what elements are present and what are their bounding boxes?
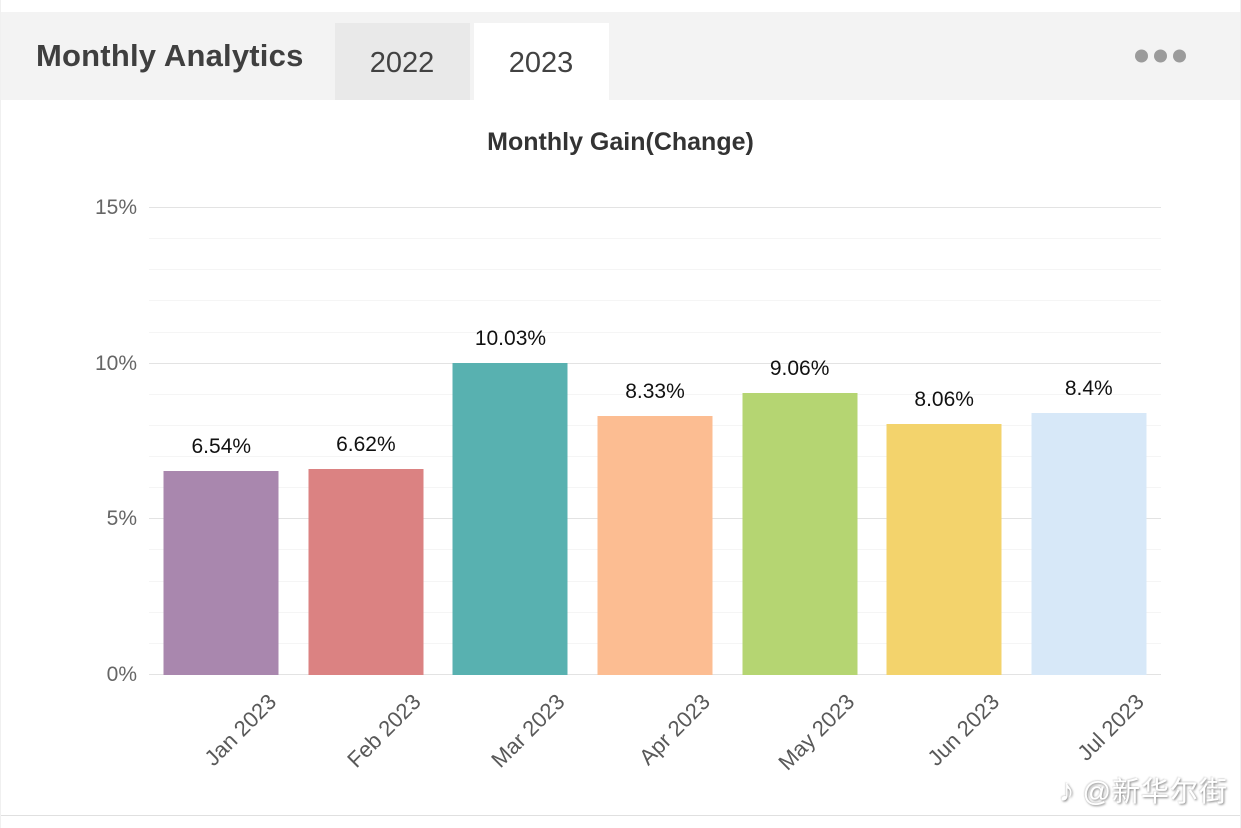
bar-jun-2023[interactable] xyxy=(886,424,1002,675)
x-tick-label: Feb 2023 xyxy=(342,689,426,773)
x-tick-label: Jul 2023 xyxy=(1071,689,1149,766)
y-tick-label: 0% xyxy=(106,663,137,686)
bar-slot: 10.03% xyxy=(438,208,583,675)
ellipsis-icon xyxy=(1154,49,1167,63)
gridline-minor xyxy=(149,269,1161,271)
ellipsis-icon xyxy=(1135,49,1148,63)
gridline-major xyxy=(149,362,1161,364)
y-tick-label: 10% xyxy=(94,351,137,375)
bars-layer: 6.54% 6.62% 10.03% 8.33% 9.06% 8.06% 8.4% xyxy=(149,208,1161,675)
card-header: Monthly Analytics 2022 2023 xyxy=(1,12,1240,108)
bar-slot: 6.54% xyxy=(149,208,294,675)
watermark-text: @新华尔街 xyxy=(1082,776,1228,807)
bar-slot: 8.06% xyxy=(872,208,1017,675)
gridline-minor xyxy=(149,331,1161,333)
value-label: 8.4% xyxy=(1064,377,1113,401)
chart-section: Monthly Gain(Change) 6.54% 6.62% 10.03% 8.3… xyxy=(1,100,1240,815)
y-tick-label: 5% xyxy=(106,507,137,531)
bar-jan-2023[interactable] xyxy=(163,471,279,675)
value-label: 6.54% xyxy=(191,435,252,459)
tab-2023[interactable]: 2023 xyxy=(473,23,609,108)
bar-slot: 8.4% xyxy=(1016,208,1161,675)
x-tick-label: May 2023 xyxy=(773,689,860,776)
gridline-major xyxy=(149,207,1161,208)
bar-slot: 6.62% xyxy=(294,208,439,675)
bottom-divider xyxy=(1,815,1240,816)
value-label: 8.06% xyxy=(914,388,974,412)
value-label: 6.62% xyxy=(336,432,396,456)
value-label: 10.03% xyxy=(474,326,547,350)
more-options-button[interactable] xyxy=(1129,44,1192,69)
page-title: Monthly Analytics xyxy=(36,38,304,73)
value-label: 9.06% xyxy=(769,356,830,380)
x-tick-label: Mar 2023 xyxy=(486,689,571,773)
gridline-minor xyxy=(149,238,1161,240)
gridline-minor xyxy=(149,393,1161,395)
gridline-minor xyxy=(149,300,1161,302)
bar-mar-2023[interactable] xyxy=(452,362,568,675)
douyin-icon: ♪ xyxy=(1058,771,1075,808)
bar-may-2023[interactable] xyxy=(742,392,858,675)
tab-2022[interactable]: 2022 xyxy=(334,23,470,103)
x-tick-label: Jun 2023 xyxy=(922,689,1004,771)
value-label: 8.33% xyxy=(625,379,685,403)
x-axis-labels: Jan 2023 Feb 2023 Mar 2023 Apr 2023 May 2023… xyxy=(149,675,1161,795)
bar-apr-2023[interactable] xyxy=(597,415,713,675)
x-tick-label: Jan 2023 xyxy=(199,689,281,771)
year-tabs: 2022 2023 xyxy=(334,23,609,108)
y-tick-label: 15% xyxy=(94,196,137,219)
bar-chart-plot: 6.54% 6.62% 10.03% 8.33% 9.06% 8.06% 8.4% Jan … xyxy=(95,196,1161,775)
ellipsis-icon xyxy=(1173,49,1186,63)
x-tick-label: Apr 2023 xyxy=(633,689,715,770)
watermark: ♪ @新华尔街 xyxy=(1059,770,1228,810)
bar-slot: 8.33% xyxy=(583,208,728,675)
bar-feb-2023[interactable] xyxy=(308,468,424,675)
bar-jul-2023[interactable] xyxy=(1031,413,1147,675)
chart-title: Monthly Gain(Change) xyxy=(487,128,754,156)
bar-slot: 9.06% xyxy=(727,208,872,675)
